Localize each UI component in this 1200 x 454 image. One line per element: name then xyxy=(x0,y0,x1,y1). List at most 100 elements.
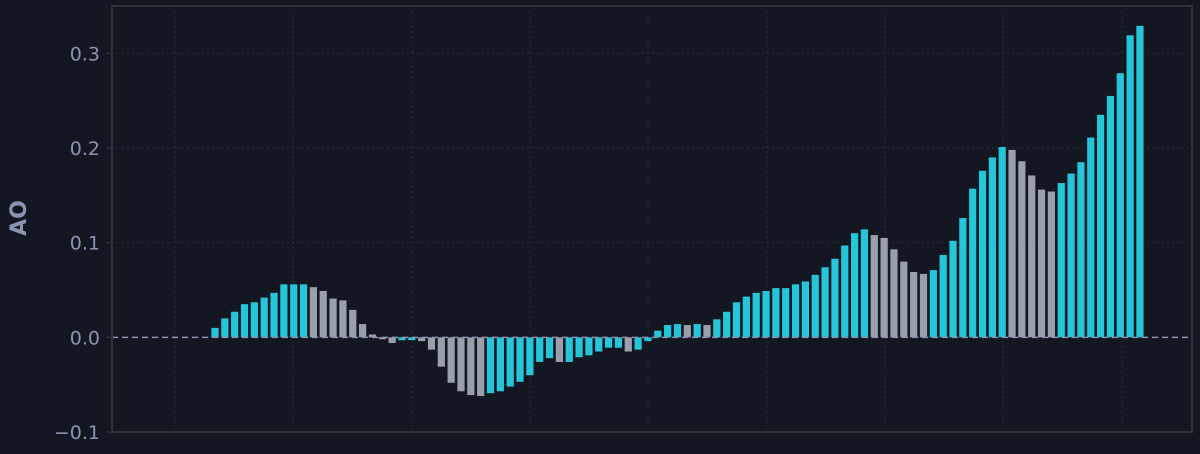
histogram-bar xyxy=(969,188,977,338)
histogram-bar xyxy=(1018,161,1026,338)
histogram-bar xyxy=(349,309,357,338)
histogram-bar xyxy=(870,235,878,338)
histogram-bar xyxy=(388,337,396,344)
histogram-bar xyxy=(1057,183,1065,338)
histogram-bar xyxy=(752,292,760,338)
histogram-bar xyxy=(565,337,573,362)
histogram-bar xyxy=(221,318,229,338)
histogram-bar xyxy=(732,302,741,338)
histogram-bar xyxy=(713,319,721,338)
histogram-bar xyxy=(506,337,514,387)
histogram-bar xyxy=(368,334,377,338)
histogram-bar xyxy=(457,337,465,392)
histogram-bar xyxy=(526,337,534,376)
histogram-bar xyxy=(988,157,996,338)
histogram-bar xyxy=(605,337,613,348)
histogram-bar xyxy=(1097,114,1105,338)
histogram-bar xyxy=(624,337,632,352)
histogram-bar xyxy=(231,311,239,338)
y-tick-label: −0.1 xyxy=(54,422,100,444)
histogram-bar xyxy=(841,245,849,338)
histogram-bar xyxy=(290,284,298,338)
histogram-bar xyxy=(664,325,672,338)
histogram-bar xyxy=(555,337,563,362)
histogram-bar xyxy=(496,337,504,392)
histogram-bar xyxy=(821,267,829,338)
histogram-bar xyxy=(477,337,485,397)
histogram-bar xyxy=(1008,149,1016,338)
histogram-bar xyxy=(575,337,583,358)
histogram-bar xyxy=(772,288,780,338)
histogram-bar xyxy=(1136,25,1144,338)
histogram-bar xyxy=(1087,137,1095,338)
histogram-bar xyxy=(939,254,947,338)
histogram-bar xyxy=(1116,73,1124,338)
histogram-bar xyxy=(880,237,888,338)
histogram-bar xyxy=(260,297,268,338)
histogram-bar xyxy=(585,337,593,356)
histogram-bar xyxy=(329,298,337,338)
histogram-bar xyxy=(673,324,682,338)
histogram-bar xyxy=(398,337,406,341)
histogram-bar xyxy=(811,274,819,338)
histogram-bar xyxy=(762,290,770,338)
histogram-bar xyxy=(270,292,278,338)
histogram-bar xyxy=(280,284,288,338)
histogram-bar xyxy=(486,337,495,394)
y-tick-label: 0.0 xyxy=(70,327,100,349)
histogram-bar xyxy=(309,287,317,338)
histogram-bar xyxy=(359,324,367,338)
y-axis-label: AO xyxy=(7,200,32,236)
histogram-bar xyxy=(929,270,937,338)
histogram-bar xyxy=(1037,189,1046,338)
histogram-bar xyxy=(1047,191,1055,338)
histogram-bar xyxy=(851,233,859,338)
histogram-bar xyxy=(831,258,839,338)
histogram-bar xyxy=(319,290,327,338)
histogram-bar xyxy=(545,337,554,359)
histogram-bar xyxy=(703,325,711,338)
histogram-bar xyxy=(1067,173,1075,338)
histogram-bar xyxy=(516,337,524,382)
histogram-bar xyxy=(782,288,790,338)
histogram-bar xyxy=(536,337,544,362)
histogram-bar xyxy=(211,327,219,338)
histogram-bar xyxy=(654,330,662,338)
histogram-bar xyxy=(595,337,603,352)
plot-frame xyxy=(111,5,1193,433)
histogram-bar xyxy=(447,337,455,383)
histogram-bar xyxy=(378,337,386,340)
histogram-bar xyxy=(791,284,800,338)
histogram-bar xyxy=(742,296,750,338)
histogram-bar xyxy=(723,311,731,338)
histogram-bar xyxy=(250,302,258,338)
histogram-bar xyxy=(693,324,701,338)
histogram-bar xyxy=(978,170,987,338)
histogram-bar xyxy=(890,249,898,338)
histogram-bar xyxy=(910,272,918,338)
histogram-bar xyxy=(408,337,416,341)
histogram-bar xyxy=(467,337,475,396)
histogram-bar xyxy=(1028,175,1036,338)
histogram-bar xyxy=(959,218,967,338)
histogram-bar xyxy=(339,300,347,338)
y-tick-label: 0.2 xyxy=(70,138,100,160)
histogram-bar xyxy=(1077,162,1085,338)
histogram-bar xyxy=(427,337,436,350)
histogram-bar xyxy=(801,281,809,338)
histogram-bar xyxy=(1126,35,1134,338)
histogram-bar xyxy=(900,261,908,338)
histogram-bar xyxy=(299,284,308,338)
histogram-bar xyxy=(418,337,426,342)
y-tick-label: 0.3 xyxy=(70,43,100,65)
histogram-bar xyxy=(644,337,652,342)
histogram-bar xyxy=(860,229,869,338)
histogram-bar xyxy=(634,337,642,350)
histogram-bar xyxy=(437,337,445,367)
histogram-bar xyxy=(949,240,957,338)
y-tick-label: 0.1 xyxy=(70,233,100,255)
histogram-bar xyxy=(998,147,1006,338)
histogram-bar xyxy=(614,337,623,348)
